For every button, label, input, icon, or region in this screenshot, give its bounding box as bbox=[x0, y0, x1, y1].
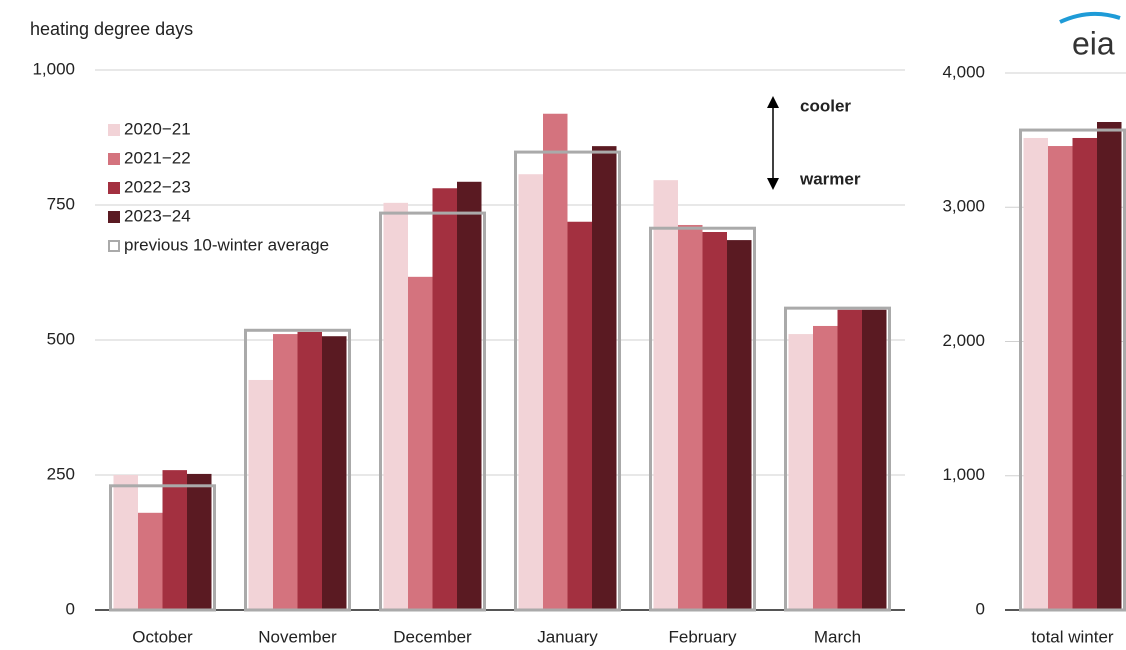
bar bbox=[1023, 137, 1048, 611]
bar bbox=[162, 470, 187, 610]
legend-label: 2022−23 bbox=[124, 177, 191, 196]
bar bbox=[1097, 122, 1122, 610]
bar bbox=[518, 174, 543, 610]
average-box bbox=[379, 211, 486, 612]
x-tick-label: February bbox=[668, 627, 737, 646]
bar bbox=[383, 202, 408, 610]
legend-label: previous 10-winter average bbox=[124, 235, 329, 254]
annotation: warmer bbox=[799, 169, 861, 188]
bar bbox=[138, 512, 163, 610]
legend-swatch bbox=[108, 240, 120, 252]
annotation: cooler bbox=[800, 96, 851, 115]
y-tick-label: 250 bbox=[47, 464, 75, 483]
bar bbox=[457, 181, 482, 610]
bar bbox=[837, 309, 862, 610]
x-tick-label: total winter bbox=[1031, 627, 1114, 646]
legend-label: 2021−22 bbox=[124, 148, 191, 167]
x-tick-label: November bbox=[258, 627, 337, 646]
legend-label: 2020−21 bbox=[124, 119, 191, 138]
average-box bbox=[784, 306, 891, 612]
y-tick-label: 4,000 bbox=[942, 62, 985, 81]
logo-arc bbox=[1059, 11, 1121, 24]
bar bbox=[432, 188, 457, 610]
average-box bbox=[514, 150, 621, 612]
bar bbox=[678, 224, 703, 611]
bar bbox=[1048, 146, 1073, 611]
y-axis-label: heating degree days bbox=[30, 19, 193, 39]
legend-swatch bbox=[108, 124, 120, 136]
y-tick-label: 2,000 bbox=[942, 331, 985, 350]
bar bbox=[1072, 137, 1097, 611]
bar bbox=[813, 325, 838, 610]
average-box bbox=[1019, 128, 1126, 612]
average-box bbox=[109, 484, 216, 612]
bar bbox=[187, 473, 212, 610]
bar bbox=[113, 475, 138, 610]
y-tick-label: 3,000 bbox=[942, 197, 985, 216]
x-tick-label: December bbox=[393, 627, 472, 646]
legend-swatch bbox=[108, 153, 120, 165]
bar bbox=[543, 113, 568, 611]
bar bbox=[653, 180, 678, 610]
y-tick-label: 0 bbox=[976, 599, 985, 618]
bar bbox=[273, 334, 298, 610]
bar bbox=[297, 331, 322, 610]
x-tick-label: October bbox=[132, 627, 193, 646]
x-tick-label: January bbox=[537, 627, 598, 646]
bar bbox=[727, 240, 752, 610]
bar bbox=[322, 336, 347, 610]
bar bbox=[248, 379, 273, 610]
average-box bbox=[649, 226, 756, 612]
y-tick-label: 1,000 bbox=[942, 465, 985, 484]
bar bbox=[788, 334, 813, 610]
legend-swatch bbox=[108, 182, 120, 194]
bar bbox=[408, 276, 433, 610]
y-tick-label: 0 bbox=[66, 599, 75, 618]
bar bbox=[702, 232, 727, 610]
x-tick-label: March bbox=[814, 627, 861, 646]
y-tick-label: 1,000 bbox=[32, 59, 75, 78]
legend-label: 2023−24 bbox=[124, 206, 191, 225]
bar bbox=[862, 309, 887, 610]
y-tick-label: 500 bbox=[47, 329, 75, 348]
y-tick-label: 750 bbox=[47, 194, 75, 213]
bar bbox=[592, 146, 617, 610]
bar bbox=[567, 221, 592, 611]
logo: eia bbox=[1072, 25, 1115, 61]
average-box bbox=[244, 328, 351, 612]
legend-swatch bbox=[108, 211, 120, 223]
